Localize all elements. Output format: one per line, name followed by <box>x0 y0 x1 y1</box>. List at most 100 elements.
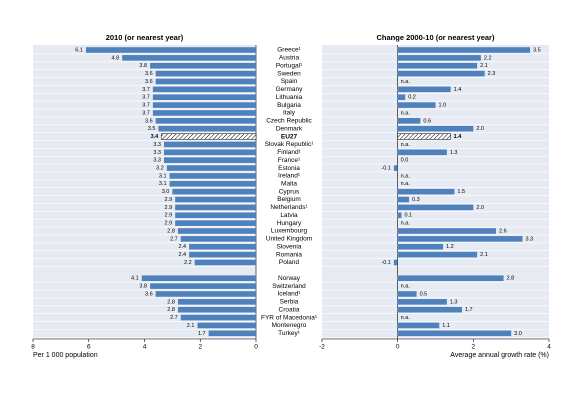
value-label: 1.3 <box>450 299 458 305</box>
value-label: 1.7 <box>198 331 206 337</box>
value-label: 3.3 <box>526 236 534 242</box>
value-label: 3.1 <box>159 181 167 187</box>
category-label: Czech Republic <box>266 118 312 125</box>
value-label: 3.7 <box>142 95 150 101</box>
value-label: 3.5 <box>148 126 156 132</box>
category-label: Luxembourg <box>271 228 308 235</box>
value-label: 1.0 <box>439 103 447 109</box>
category-label: Germany <box>276 86 303 93</box>
x-axis-label: Average annual growth rate (%) <box>450 352 549 359</box>
bar <box>397 149 447 156</box>
bar <box>155 118 256 124</box>
category-label: Switzerland <box>272 283 306 290</box>
value-label: 3.6 <box>145 118 153 124</box>
bar <box>172 188 256 195</box>
bar <box>175 212 256 219</box>
bar <box>397 228 497 234</box>
value-label: 3.3 <box>153 142 161 148</box>
bar <box>397 330 512 337</box>
value-label: 6.1 <box>75 47 83 53</box>
value-label: 2.9 <box>165 205 173 211</box>
category-label: Hungary <box>277 220 302 227</box>
category-label: EU27 <box>281 133 298 140</box>
category-label: Croatia <box>279 306 300 313</box>
category-label: Romania <box>276 251 302 258</box>
bar <box>169 180 256 187</box>
bar <box>397 55 481 61</box>
category-label: Malta <box>281 181 297 188</box>
bar <box>175 220 256 226</box>
value-label: 2.9 <box>165 197 173 203</box>
value-label: 3.7 <box>142 103 150 109</box>
category-label: Estonia <box>278 165 300 172</box>
bar <box>177 299 256 305</box>
value-label: 2.2 <box>484 55 492 61</box>
bar <box>150 283 256 289</box>
value-label: 2.1 <box>480 63 488 69</box>
x-tick-label: 4 <box>143 344 147 351</box>
category-label: Latvia <box>280 212 298 219</box>
value-label: 3.3 <box>153 158 161 164</box>
x-tick-label: 8 <box>31 344 35 351</box>
value-label: 3.4 <box>151 134 160 140</box>
value-label: 3.6 <box>145 291 153 297</box>
value-label: 3.8 <box>139 63 147 69</box>
category-label: Slovak Republic¹ <box>265 141 315 148</box>
value-label: 3.8 <box>139 284 147 290</box>
category-label: Finland¹ <box>277 149 301 156</box>
value-label: 0.2 <box>408 95 416 101</box>
value-label: -0.1 <box>381 166 390 172</box>
value-label: 4.1 <box>131 276 139 282</box>
bar <box>175 196 256 203</box>
category-label: France¹ <box>278 157 301 164</box>
bar <box>141 275 256 282</box>
bar <box>164 141 256 148</box>
bar <box>397 118 421 124</box>
value-label: 0.0 <box>401 158 409 164</box>
x-tick-label: 6 <box>87 344 91 351</box>
value-label: n.a. <box>401 110 411 116</box>
value-label: 2.7 <box>170 236 178 242</box>
value-label: 0.3 <box>412 197 420 203</box>
value-label: 2.8 <box>167 299 175 305</box>
bar <box>397 275 504 282</box>
bar <box>397 47 531 53</box>
value-label: 3.6 <box>145 71 153 77</box>
category-label: Portugal¹ <box>276 62 303 69</box>
category-label: Netherlands¹ <box>270 204 308 211</box>
bar <box>397 212 402 219</box>
panel-title: 2010 (or nearest year) <box>106 33 184 42</box>
bar <box>397 306 462 313</box>
bar <box>393 259 398 266</box>
value-label: 3.6 <box>145 79 153 85</box>
value-label: 4.8 <box>112 55 120 61</box>
category-label: United Kingdom <box>266 236 312 243</box>
value-label: 3.1 <box>159 173 167 179</box>
category-label: Cyprus <box>279 188 300 195</box>
bar <box>155 70 256 77</box>
bar <box>177 306 256 313</box>
value-label: 3.2 <box>156 166 164 172</box>
bar <box>397 125 474 132</box>
x-tick-label: 0 <box>396 344 400 351</box>
bar <box>175 204 256 211</box>
bar <box>166 165 256 171</box>
value-label: 0.1 <box>404 213 412 219</box>
bar <box>152 110 256 116</box>
bar <box>397 243 444 250</box>
value-label: 3.0 <box>162 189 170 195</box>
bar <box>397 236 523 242</box>
value-label: 3.3 <box>153 150 161 156</box>
value-label: -0.1 <box>381 260 390 266</box>
value-label: 2.7 <box>170 315 178 321</box>
bar <box>164 157 256 163</box>
bar <box>164 149 256 156</box>
bar <box>397 204 474 211</box>
value-label: n.a. <box>401 221 411 227</box>
value-label: 2.2 <box>184 260 192 266</box>
bar <box>397 70 485 77</box>
value-label: 2.8 <box>167 307 175 313</box>
bar <box>155 291 256 297</box>
value-label: n.a. <box>401 79 411 85</box>
